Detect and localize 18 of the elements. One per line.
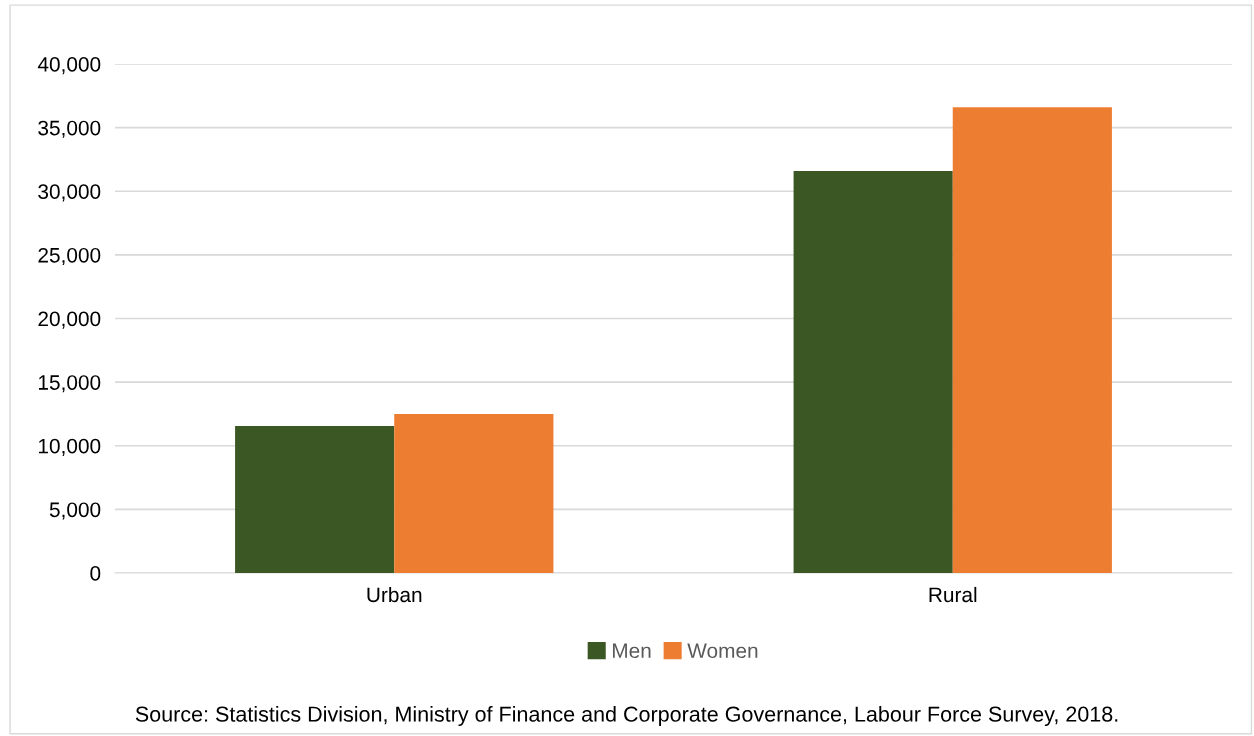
source-note: Source: Statistics Division, Ministry of Finance and Corporate Governance, Labour Force Survey, 2018.	[135, 705, 1118, 727]
legend-label: Men	[612, 643, 651, 659]
y-tick-label: 40,000	[37, 57, 101, 75]
y-tick-label: 25,000	[38, 247, 101, 266]
x-tick-label: Urban	[367, 586, 422, 603]
y-tick-label: 30,000	[38, 184, 101, 202]
legend-label: Women	[687, 643, 758, 659]
bar	[394, 413, 554, 573]
y-tick-label: 15,000	[38, 375, 101, 393]
x-tick-label: Rural	[929, 586, 977, 603]
bar	[952, 107, 1112, 573]
y-tick-label: 20,000	[38, 311, 101, 329]
bar	[235, 426, 395, 573]
y-tick-label: 35,000	[38, 120, 101, 138]
y-tick-label: 10,000	[38, 438, 101, 456]
y-tick-label: 5,000	[49, 502, 101, 520]
y-tick-label: 0	[90, 566, 101, 581]
bar	[793, 170, 953, 573]
